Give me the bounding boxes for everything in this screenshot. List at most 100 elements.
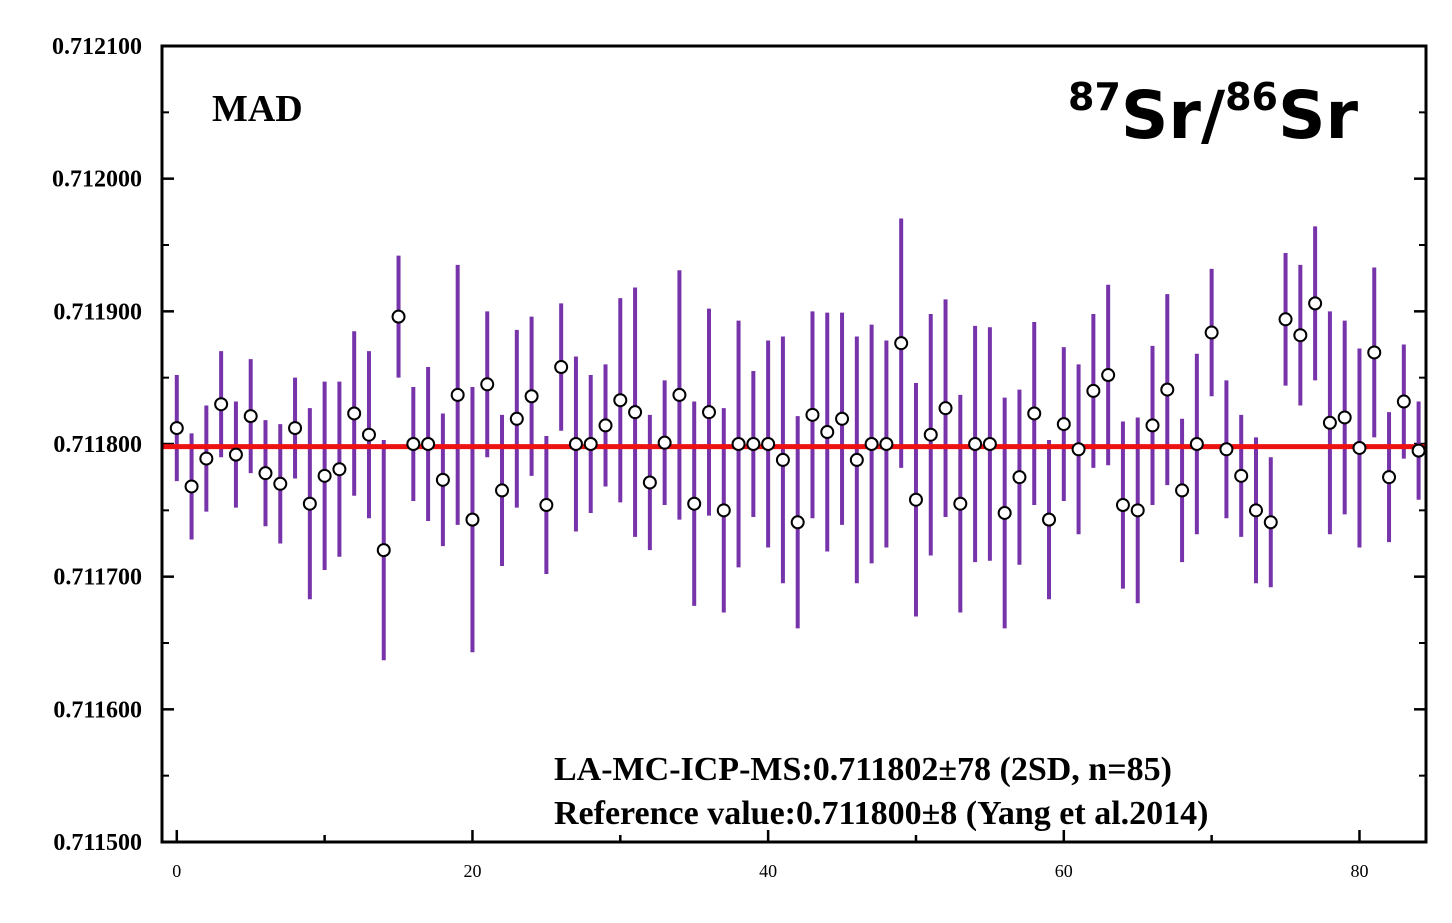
y-tick-label: 0.711800 bbox=[53, 432, 142, 458]
data-point bbox=[598, 418, 613, 433]
data-point bbox=[1248, 503, 1263, 518]
ratio-element-a: Sr bbox=[1121, 77, 1202, 154]
data-point bbox=[1278, 312, 1293, 327]
y-axis-tick-labels: 0.711500 0.711600 0.711700 0.711800 0.711900… bbox=[52, 34, 142, 856]
ratio-mass-a: 87 bbox=[1068, 75, 1121, 119]
data-point bbox=[672, 387, 687, 402]
data-point bbox=[1101, 368, 1116, 383]
data-point bbox=[761, 437, 776, 451]
data-point bbox=[1204, 325, 1219, 340]
data-point bbox=[406, 437, 421, 451]
data-points bbox=[169, 296, 1426, 558]
data-point bbox=[746, 437, 761, 451]
data-point bbox=[480, 377, 495, 392]
data-point bbox=[938, 401, 953, 416]
data-point bbox=[642, 475, 657, 490]
data-point bbox=[1367, 345, 1382, 360]
data-point bbox=[1263, 515, 1278, 530]
data-point bbox=[554, 360, 569, 375]
data-point bbox=[1382, 470, 1397, 485]
x-tick-label: 80 bbox=[1350, 861, 1368, 881]
data-point bbox=[997, 505, 1012, 520]
data-point bbox=[509, 411, 524, 426]
data-point bbox=[1086, 383, 1101, 398]
data-point bbox=[421, 437, 436, 451]
y-tick-label: 0.711900 bbox=[53, 299, 142, 325]
data-point bbox=[982, 437, 997, 451]
data-point bbox=[805, 407, 820, 422]
data-point bbox=[894, 336, 909, 351]
ratio-separator: / bbox=[1201, 77, 1226, 154]
axis-ticks bbox=[162, 44, 1426, 844]
data-point bbox=[1012, 470, 1027, 485]
data-point bbox=[790, 515, 805, 530]
ratio-element-b: Sr bbox=[1278, 77, 1359, 154]
data-point bbox=[716, 503, 731, 518]
data-point bbox=[879, 437, 894, 451]
data-point bbox=[228, 447, 243, 462]
data-point bbox=[302, 496, 317, 511]
x-tick-label: 20 bbox=[463, 861, 481, 881]
data-point bbox=[1145, 418, 1160, 433]
y-tick-label: 0.711700 bbox=[53, 565, 142, 591]
data-point bbox=[450, 387, 465, 402]
plot-frame bbox=[160, 44, 1428, 844]
data-point bbox=[1160, 382, 1175, 397]
ratio-label: 87Sr/86Sr bbox=[1068, 75, 1359, 154]
data-point bbox=[864, 437, 879, 451]
data-point bbox=[835, 411, 850, 426]
data-point bbox=[1219, 442, 1234, 457]
reference-annotation: Reference value:0.711800±8 (Yang et al.2… bbox=[554, 795, 1208, 832]
data-point bbox=[361, 427, 376, 442]
data-point bbox=[1027, 406, 1042, 421]
data-point bbox=[376, 543, 391, 558]
y-tick-label: 0.712100 bbox=[52, 34, 142, 60]
data-point bbox=[1056, 417, 1071, 432]
data-point bbox=[849, 452, 864, 467]
data-point bbox=[169, 421, 184, 436]
error-bars bbox=[174, 218, 1421, 661]
data-point bbox=[568, 437, 583, 451]
data-point bbox=[347, 406, 362, 421]
data-point bbox=[465, 512, 480, 527]
data-point bbox=[214, 397, 229, 412]
data-point bbox=[539, 498, 554, 513]
data-point bbox=[524, 389, 539, 404]
data-point bbox=[687, 496, 702, 511]
data-point bbox=[1337, 410, 1352, 425]
data-point bbox=[583, 437, 598, 451]
data-point bbox=[1071, 442, 1086, 457]
data-point bbox=[288, 421, 303, 436]
data-point bbox=[1234, 468, 1249, 483]
x-tick-label: 0 bbox=[172, 861, 181, 881]
data-point bbox=[908, 492, 923, 507]
x-tick-label: 40 bbox=[759, 861, 777, 881]
data-point bbox=[273, 476, 288, 491]
data-point bbox=[317, 468, 332, 483]
x-axis-tick-labels: 0 20 40 60 80 bbox=[172, 861, 1368, 881]
data-point bbox=[1115, 498, 1130, 513]
data-point bbox=[495, 483, 510, 498]
data-point bbox=[1308, 296, 1323, 311]
method-annotation: LA-MC-ICP-MS:0.711802±78 (2SD, n=85) bbox=[554, 751, 1172, 788]
data-point bbox=[1396, 394, 1411, 409]
panel-label: MAD bbox=[212, 88, 303, 130]
data-point bbox=[1189, 437, 1204, 451]
data-point bbox=[657, 435, 672, 450]
data-point bbox=[258, 466, 273, 481]
data-point bbox=[1352, 440, 1367, 455]
y-tick-label: 0.711600 bbox=[53, 697, 142, 723]
ratio-mass-b: 86 bbox=[1225, 75, 1278, 119]
data-point bbox=[731, 437, 746, 451]
data-point bbox=[1130, 503, 1145, 518]
data-point bbox=[701, 405, 716, 420]
data-point bbox=[953, 496, 968, 511]
data-point bbox=[1042, 512, 1057, 527]
data-point bbox=[1293, 328, 1308, 343]
data-point bbox=[923, 427, 938, 442]
data-point bbox=[391, 309, 406, 324]
data-point bbox=[775, 452, 790, 467]
data-point bbox=[968, 437, 983, 451]
data-point bbox=[820, 425, 835, 440]
